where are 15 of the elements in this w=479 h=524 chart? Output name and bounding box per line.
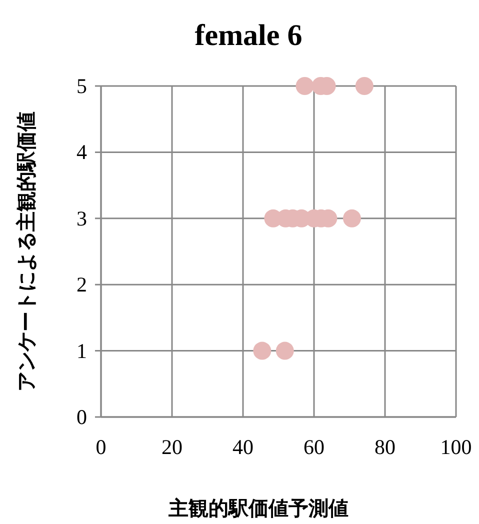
y-tick-label: 1 (76, 338, 87, 363)
x-tick-label: 40 (232, 435, 254, 459)
y-tick-label: 5 (76, 74, 87, 98)
y-tick-label: 0 (76, 405, 87, 429)
chart-title: female 6 (194, 19, 302, 52)
x-tick-label: 60 (304, 435, 324, 459)
y-tick-label: 2 (76, 272, 87, 297)
y-tick-label: 4 (76, 140, 88, 164)
x-tick-label: 100 (440, 435, 472, 459)
y-tick-label: 3 (76, 206, 87, 230)
x-tick-label: 80 (374, 435, 396, 459)
x-tick-label: 20 (162, 435, 182, 459)
y-axis-title: アンケートによる主観的駅価値 (14, 112, 38, 392)
x-axis-title: 主観的駅価値予測値 (168, 496, 348, 520)
x-tick-label: 0 (96, 435, 106, 459)
